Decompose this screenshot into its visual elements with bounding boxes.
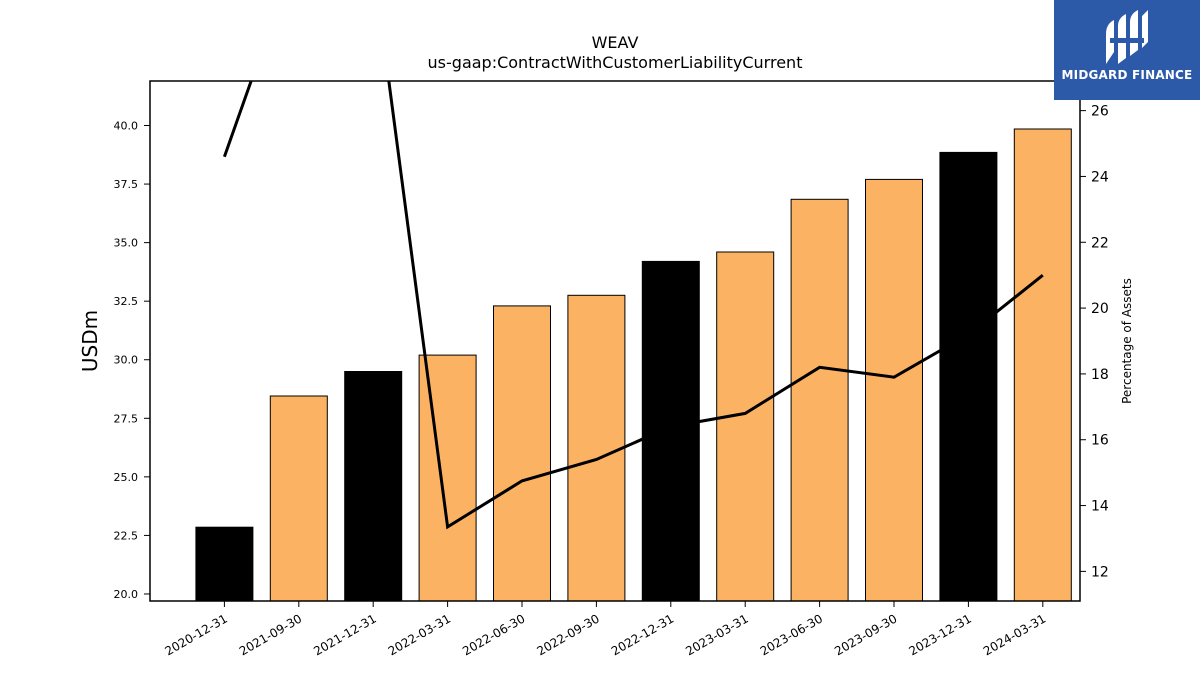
y2-tick-label: 20 — [1091, 301, 1109, 317]
x-tick-label: 2023-03-31 — [683, 611, 750, 658]
brand-logo: MIDGARD FINANCE — [1054, 0, 1200, 100]
chart-title: WEAV — [592, 33, 639, 52]
x-tick-label: 2022-09-30 — [534, 611, 601, 658]
line-percentage-of-assets — [222, 81, 1044, 530]
bar-2023-03-31 — [716, 251, 775, 602]
bar-2022-09-30 — [567, 294, 626, 602]
plot-frame — [149, 80, 1081, 602]
y-tick-label: 37.5 — [114, 178, 139, 191]
y-tick-label: 27.5 — [114, 412, 139, 425]
y2-tick-label: 14 — [1091, 499, 1109, 515]
y2-tick-label: 26 — [1091, 104, 1109, 120]
bar-2022-03-31 — [418, 354, 477, 602]
y2-tick-label: 24 — [1091, 169, 1109, 185]
bar-2023-09-30 — [865, 178, 923, 602]
bar-2023-12-31 — [939, 151, 998, 602]
bar-2021-09-30 — [269, 395, 328, 602]
bar-series — [195, 128, 1072, 602]
y-tick-label: 40.0 — [114, 120, 139, 133]
logo-mark-icon — [1106, 10, 1148, 64]
bar-2024-03-31 — [1013, 128, 1072, 602]
y-tick-label: 32.5 — [114, 295, 139, 308]
y-tick-label: 35.0 — [114, 237, 139, 250]
x-tick-label: 2023-06-30 — [758, 611, 825, 658]
chart-subtitle: us-gaap:ContractWithCustomerLiabilityCur… — [428, 53, 803, 72]
y-tick-label: 25.0 — [114, 471, 139, 484]
x-tick-label: 2021-09-30 — [237, 611, 304, 658]
bar-2020-12-31 — [195, 526, 254, 602]
bar-2022-06-30 — [493, 305, 551, 602]
bar-2023-06-30 — [790, 198, 849, 602]
y2-axis-label: Percentage of Assets — [1120, 278, 1134, 404]
y-tick-label: 22.5 — [114, 529, 139, 542]
y-axis-label: USDm — [78, 310, 102, 372]
line-series — [222, 81, 1044, 530]
y2-tick-label: 18 — [1091, 367, 1109, 383]
x-tick-label: 2022-03-31 — [386, 611, 453, 658]
x-tick-label: 2021-12-31 — [311, 611, 378, 658]
y2-tick-label: 16 — [1091, 433, 1109, 449]
x-tick-label: 2024-03-31 — [981, 611, 1048, 658]
x-tick-label: 2022-12-31 — [609, 611, 676, 658]
x-tick-label: 2020-12-31 — [162, 611, 229, 658]
y-tick-label: 30.0 — [114, 354, 139, 367]
bar-2021-12-31 — [344, 371, 403, 602]
y2-tick-label: 22 — [1091, 235, 1109, 251]
logo-text: MIDGARD FINANCE — [1061, 68, 1193, 82]
y-tick-label: 20.0 — [114, 588, 139, 601]
x-tick-label: 2022-06-30 — [460, 611, 527, 658]
x-tick-label: 2023-09-30 — [832, 611, 899, 658]
x-tick-label: 2023-12-31 — [906, 611, 973, 658]
bar-2022-12-31 — [641, 260, 700, 602]
y2-tick-label: 12 — [1091, 564, 1109, 580]
